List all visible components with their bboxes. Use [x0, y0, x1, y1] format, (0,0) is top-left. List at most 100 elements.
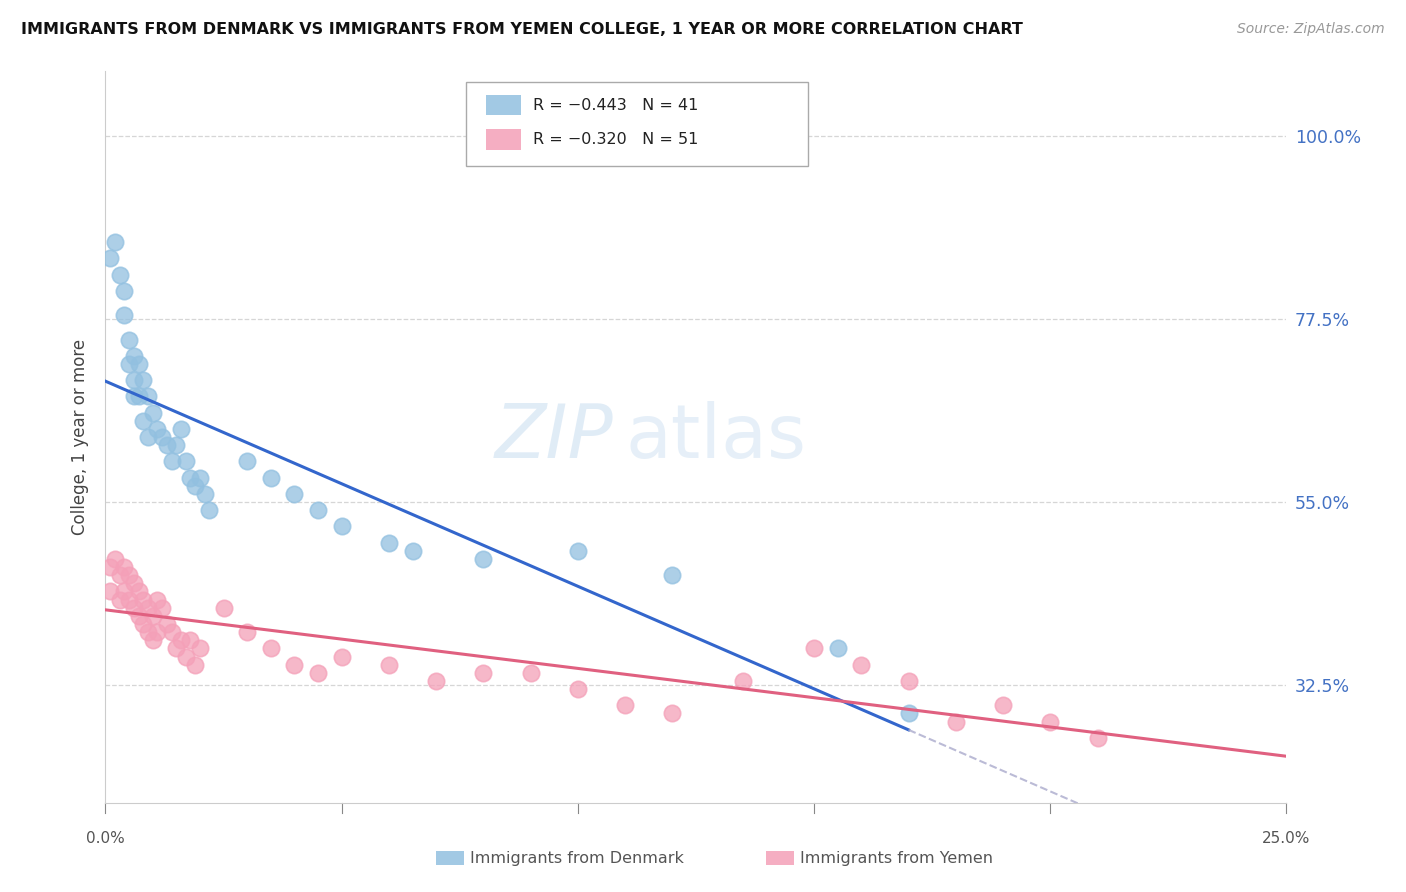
Text: R = −0.320   N = 51: R = −0.320 N = 51	[533, 132, 699, 147]
Point	[136, 389, 159, 403]
Point	[98, 584, 121, 599]
Point	[1039, 714, 1062, 729]
Point	[991, 698, 1014, 713]
Bar	[485, 129, 522, 150]
Point	[160, 625, 183, 640]
Point	[174, 454, 197, 468]
Point	[118, 357, 141, 371]
Point	[260, 471, 283, 485]
Point	[108, 592, 131, 607]
Point	[156, 438, 179, 452]
Point	[661, 706, 683, 721]
Point	[108, 568, 131, 582]
Point	[803, 641, 825, 656]
Point	[132, 414, 155, 428]
Point	[188, 641, 211, 656]
Point	[104, 552, 127, 566]
Point	[146, 592, 169, 607]
Text: 0.0%: 0.0%	[86, 831, 125, 847]
Point	[827, 641, 849, 656]
Point	[174, 649, 197, 664]
Point	[897, 706, 920, 721]
Point	[118, 333, 141, 347]
Point	[170, 633, 193, 648]
Point	[132, 617, 155, 632]
Point	[118, 568, 141, 582]
Point	[146, 422, 169, 436]
Point	[519, 665, 541, 680]
Point	[156, 617, 179, 632]
Point	[136, 625, 159, 640]
Text: IMMIGRANTS FROM DENMARK VS IMMIGRANTS FROM YEMEN COLLEGE, 1 YEAR OR MORE CORRELA: IMMIGRANTS FROM DENMARK VS IMMIGRANTS FR…	[21, 22, 1024, 37]
Point	[194, 487, 217, 501]
Point	[136, 600, 159, 615]
Point	[150, 600, 173, 615]
Point	[146, 625, 169, 640]
Point	[122, 373, 145, 387]
Y-axis label: College, 1 year or more: College, 1 year or more	[72, 339, 90, 535]
Point	[104, 235, 127, 249]
Point	[128, 584, 150, 599]
Point	[307, 665, 329, 680]
FancyBboxPatch shape	[465, 82, 808, 167]
Text: Source: ZipAtlas.com: Source: ZipAtlas.com	[1237, 22, 1385, 37]
Point	[661, 568, 683, 582]
Text: Immigrants from Yemen: Immigrants from Yemen	[800, 851, 993, 865]
Point	[136, 430, 159, 444]
Point	[132, 373, 155, 387]
Point	[472, 665, 495, 680]
Point	[260, 641, 283, 656]
Point	[472, 552, 495, 566]
Point	[142, 406, 165, 420]
Point	[179, 633, 201, 648]
Point	[425, 673, 447, 688]
Point	[118, 592, 141, 607]
Point	[378, 535, 401, 549]
Point	[142, 608, 165, 623]
Point	[330, 519, 353, 533]
Text: Immigrants from Denmark: Immigrants from Denmark	[470, 851, 683, 865]
Point	[733, 673, 755, 688]
Point	[112, 284, 135, 298]
Point	[236, 625, 259, 640]
Point	[851, 657, 873, 672]
Bar	[485, 95, 522, 115]
Point	[132, 592, 155, 607]
Point	[401, 544, 423, 558]
Point	[165, 438, 187, 452]
Point	[142, 633, 165, 648]
Point	[128, 608, 150, 623]
Point	[128, 389, 150, 403]
Point	[212, 600, 235, 615]
Text: 25.0%: 25.0%	[1263, 831, 1310, 847]
Point	[122, 349, 145, 363]
Point	[184, 657, 207, 672]
Point	[184, 479, 207, 493]
Point	[165, 641, 187, 656]
Point	[112, 308, 135, 322]
Text: atlas: atlas	[626, 401, 806, 474]
Point	[283, 487, 305, 501]
Point	[198, 503, 221, 517]
Point	[160, 454, 183, 468]
Point	[567, 681, 589, 696]
Point	[112, 584, 135, 599]
Point	[108, 268, 131, 282]
Point	[1087, 731, 1109, 745]
Point	[179, 471, 201, 485]
Point	[236, 454, 259, 468]
Point	[897, 673, 920, 688]
Point	[122, 576, 145, 591]
Text: ZIP: ZIP	[495, 401, 613, 473]
Point	[378, 657, 401, 672]
Text: R = −0.443   N = 41: R = −0.443 N = 41	[533, 97, 699, 112]
Point	[122, 600, 145, 615]
Point	[122, 389, 145, 403]
Point	[112, 560, 135, 574]
Point	[330, 649, 353, 664]
Point	[283, 657, 305, 672]
Point	[945, 714, 967, 729]
Point	[567, 544, 589, 558]
Point	[307, 503, 329, 517]
Point	[98, 252, 121, 266]
